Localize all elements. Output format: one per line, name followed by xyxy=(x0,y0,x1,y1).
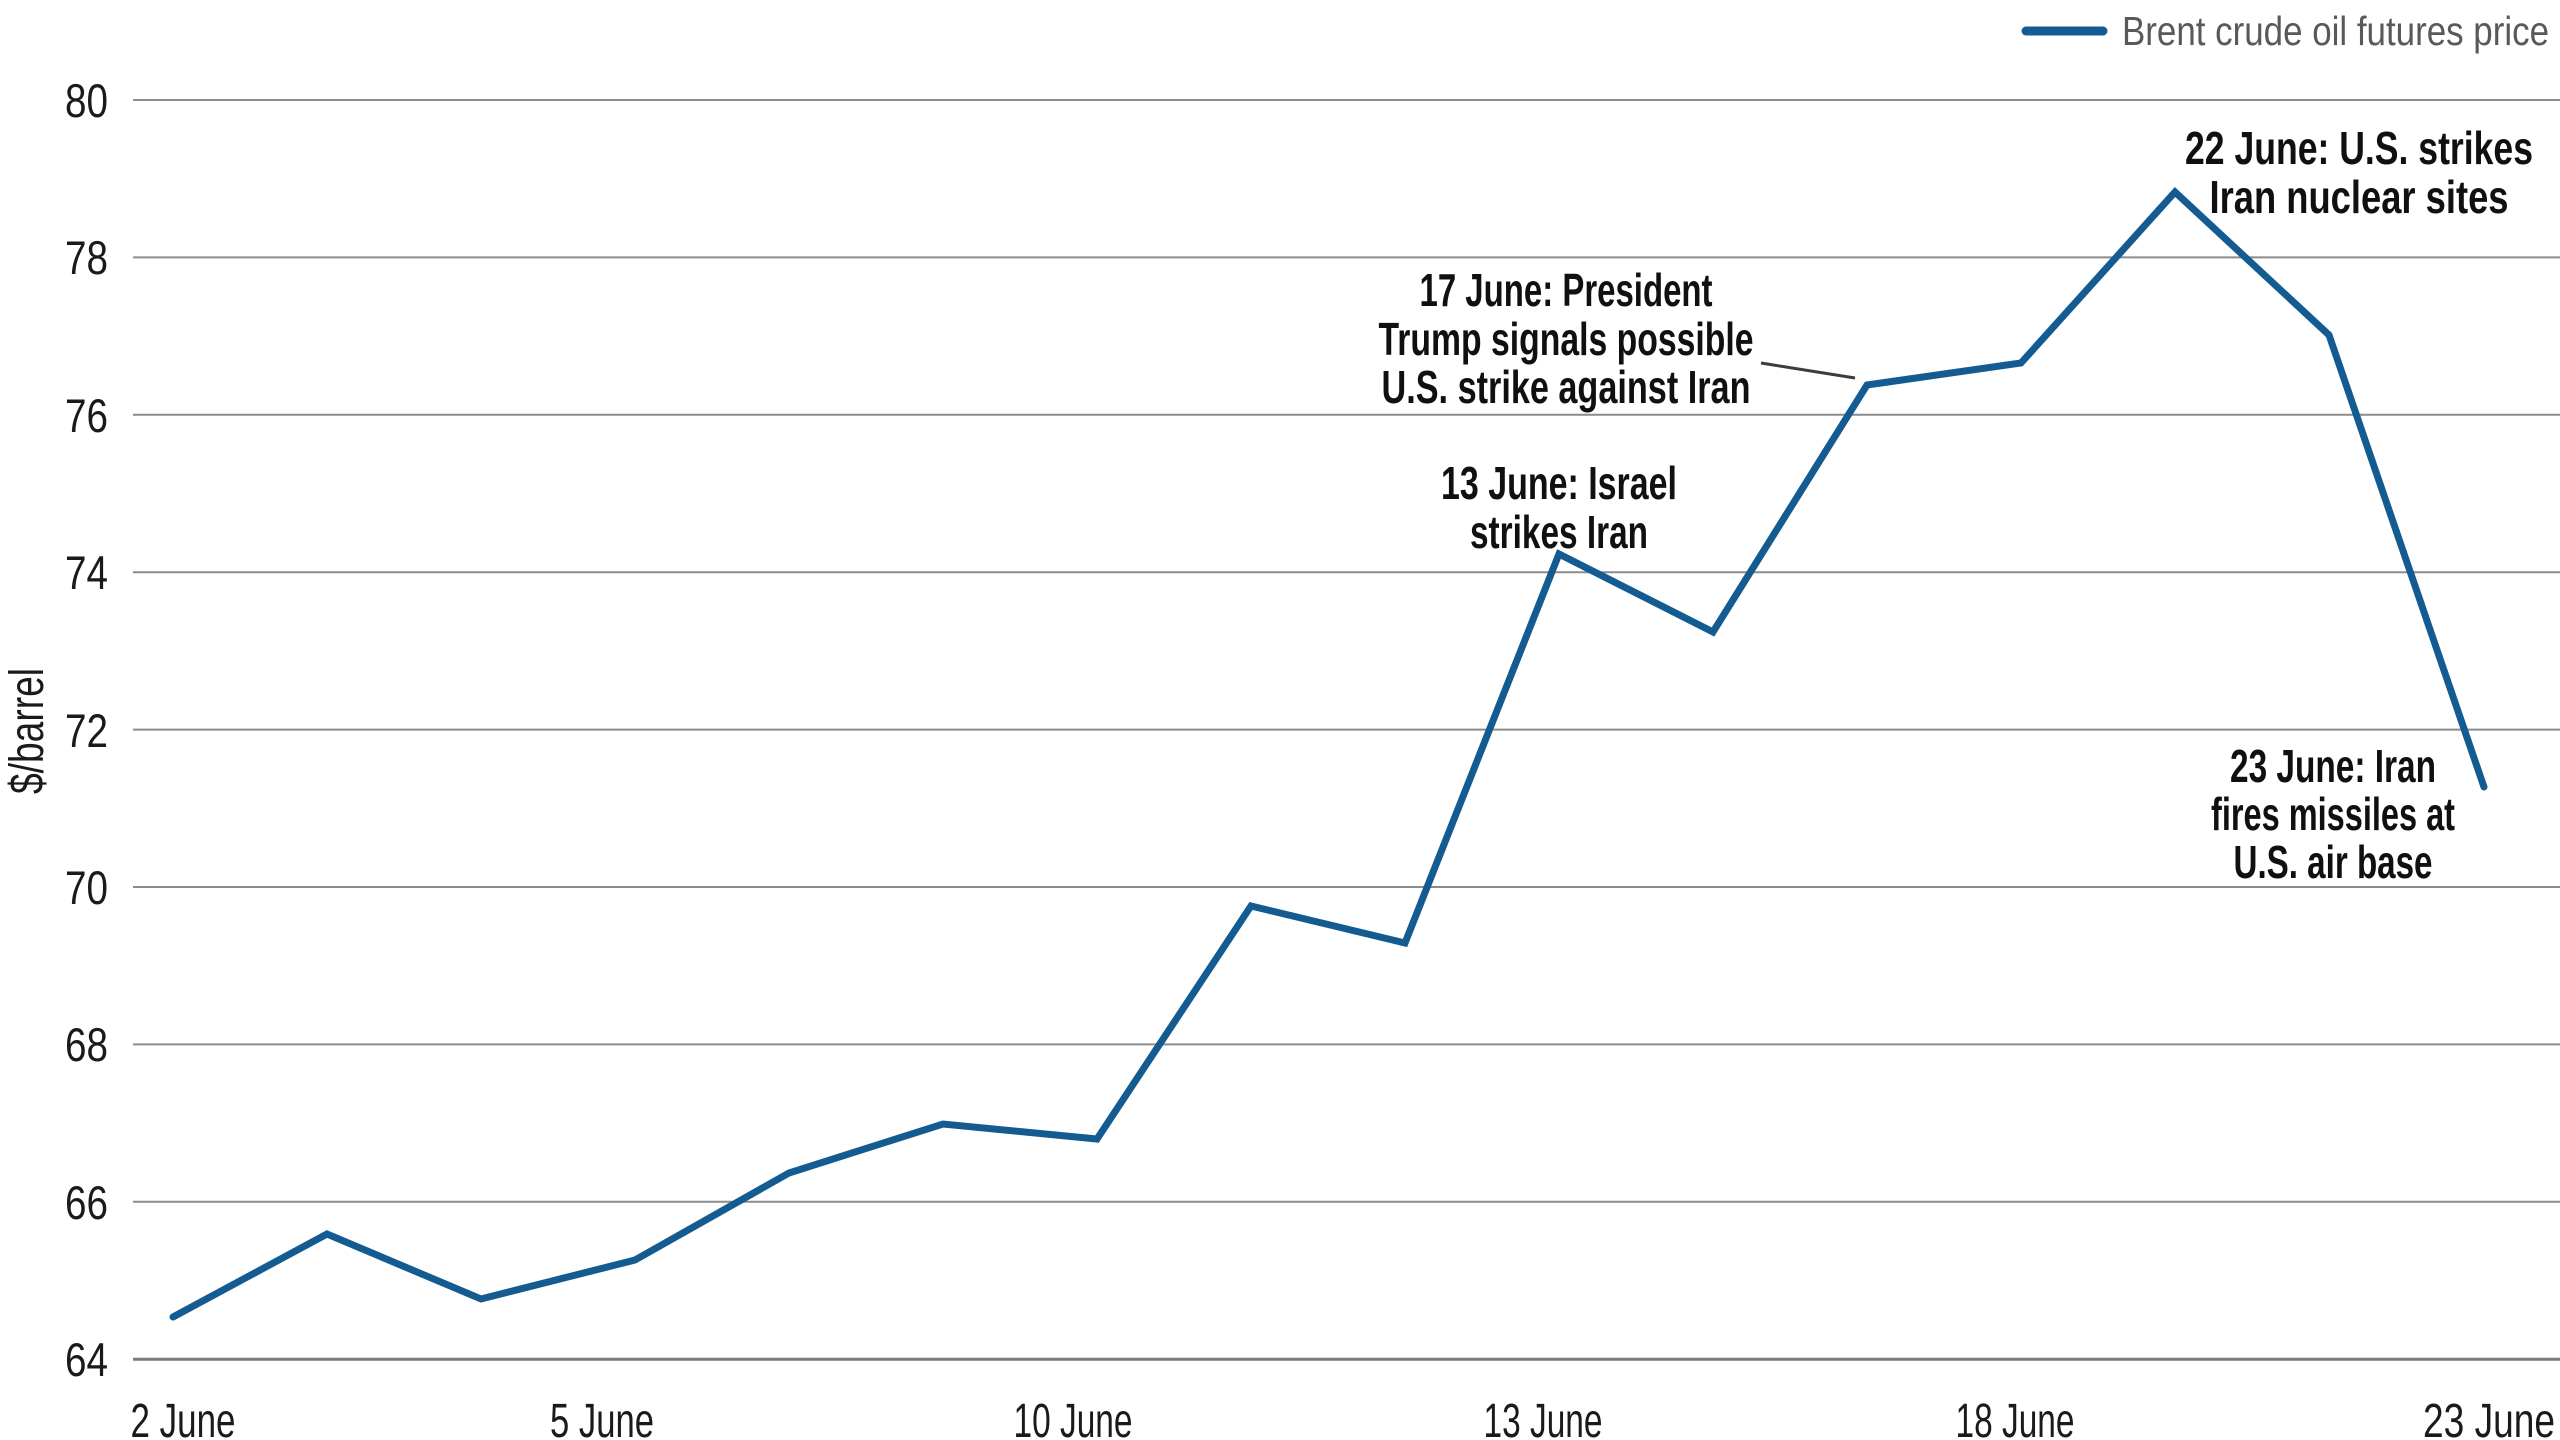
svg-text:Brent crude oil futures price: Brent crude oil futures price xyxy=(2122,8,2549,54)
svg-text:fires missiles at: fires missiles at xyxy=(2211,788,2455,840)
svg-text:68: 68 xyxy=(65,1018,108,1071)
svg-text:13 June: 13 June xyxy=(1484,1395,1603,1440)
svg-text:23 June: 23 June xyxy=(2423,1395,2555,1440)
svg-text:17 June: President: 17 June: President xyxy=(1420,264,1713,316)
svg-text:$/barrel: $/barrel xyxy=(1,668,54,794)
svg-text:strikes Iran: strikes Iran xyxy=(1470,506,1648,558)
svg-text:70: 70 xyxy=(65,861,108,914)
svg-text:Trump signals possible: Trump signals possible xyxy=(1379,313,1754,365)
svg-text:5 June: 5 June xyxy=(550,1395,654,1440)
svg-text:10 June: 10 June xyxy=(1014,1395,1133,1440)
svg-text:72: 72 xyxy=(65,704,108,757)
svg-text:18 June: 18 June xyxy=(1956,1395,2075,1440)
svg-text:Iran nuclear sites: Iran nuclear sites xyxy=(2210,171,2509,223)
svg-text:80: 80 xyxy=(65,74,108,127)
svg-text:2 June: 2 June xyxy=(131,1395,236,1440)
svg-text:76: 76 xyxy=(65,389,108,442)
svg-text:U.S. strike against Iran: U.S. strike against Iran xyxy=(1382,361,1751,413)
svg-text:66: 66 xyxy=(65,1176,108,1229)
svg-text:22 June: U.S. strikes: 22 June: U.S. strikes xyxy=(2185,122,2533,174)
svg-text:U.S. air base: U.S. air base xyxy=(2234,836,2433,888)
svg-text:64: 64 xyxy=(65,1333,108,1386)
svg-text:78: 78 xyxy=(65,231,108,284)
svg-text:74: 74 xyxy=(65,546,108,599)
svg-text:13 June: Israel: 13 June: Israel xyxy=(1441,457,1677,509)
svg-text:23 June: Iran: 23 June: Iran xyxy=(2230,740,2436,792)
